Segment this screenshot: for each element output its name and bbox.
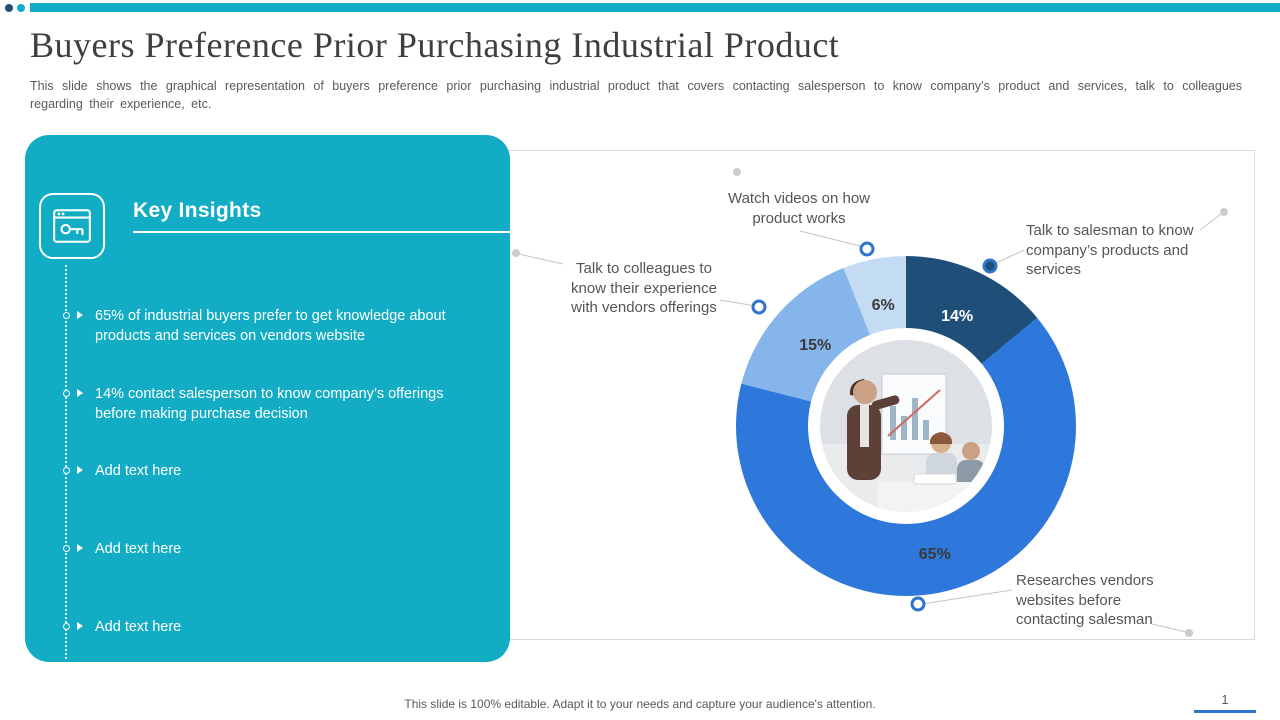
footer-note: This slide is 100% editable. Adapt it to…	[404, 697, 876, 711]
insight-item-5: Add text here	[63, 618, 483, 638]
timeline-dotted-line	[65, 265, 67, 659]
page-number-text: 1	[1221, 692, 1229, 707]
callout-talk-colleagues: Talk to colleagues to know their experie…	[571, 260, 717, 316]
insight-item-text: Add text here	[95, 463, 182, 479]
deco-dot-teal	[17, 4, 25, 12]
bullet-circle-icon	[63, 312, 70, 319]
bullet-circle-icon	[63, 390, 70, 397]
insights-underline	[133, 231, 510, 233]
insight-item-text: Add text here	[95, 619, 182, 635]
callout-talk-salesman: Talk to salesman to know company’s produ…	[1026, 222, 1194, 278]
page-number-underline	[1194, 710, 1256, 713]
insight-item-text: 14% contact salesperson to know company’…	[95, 386, 444, 422]
insights-title: Key Insights	[133, 199, 262, 222]
meeting-photo-graphic	[820, 340, 992, 512]
donut-wrap: 14% 65% 15% 6%	[736, 256, 1076, 596]
bullet-circle-icon	[63, 467, 70, 474]
insight-item-text: Add text here	[95, 541, 182, 557]
bullet-arrow-icon	[77, 544, 83, 552]
key-insights-panel: Key Insights 65% of industrial buyers pr…	[25, 135, 510, 662]
bullet-circle-icon	[63, 545, 70, 552]
top-accent-bar	[30, 3, 1280, 12]
insight-item-1: 65% of industrial buyers prefer to get k…	[63, 307, 483, 346]
bullet-arrow-icon	[77, 466, 83, 474]
page-subtitle: This slide shows the graphical represent…	[30, 79, 1242, 112]
bullet-circle-icon	[63, 623, 70, 630]
slice-value-2: 15%	[799, 336, 832, 354]
insight-item-3: Add text here	[63, 462, 483, 482]
insight-item-text: 65% of industrial buyers prefer to get k…	[95, 308, 446, 344]
center-photo-illustration	[820, 340, 992, 512]
bullet-arrow-icon	[77, 622, 83, 630]
insight-item-4: Add text here	[63, 540, 483, 560]
deco-dot-navy	[5, 4, 13, 12]
slice-value-3: 6%	[871, 297, 895, 315]
slice-value-0: 14%	[941, 308, 974, 326]
page-title: Buyers Preference Prior Purchasing Indus…	[30, 25, 840, 65]
bullet-arrow-icon	[77, 389, 83, 397]
slice-value-1: 65%	[918, 545, 951, 563]
callout-watch-videos: Watch videos on how product works	[727, 190, 871, 227]
chart-panel: 14% 65% 15% 6%	[505, 150, 1255, 640]
callout-researches-vendors: Researches vendors websites before conta…	[1016, 572, 1154, 628]
page-number: 1	[1194, 692, 1256, 713]
bullet-arrow-icon	[77, 311, 83, 319]
donut-hole	[808, 328, 1004, 524]
browser-key-icon	[39, 193, 105, 259]
insight-item-2: 14% contact salesperson to know company’…	[63, 385, 483, 424]
